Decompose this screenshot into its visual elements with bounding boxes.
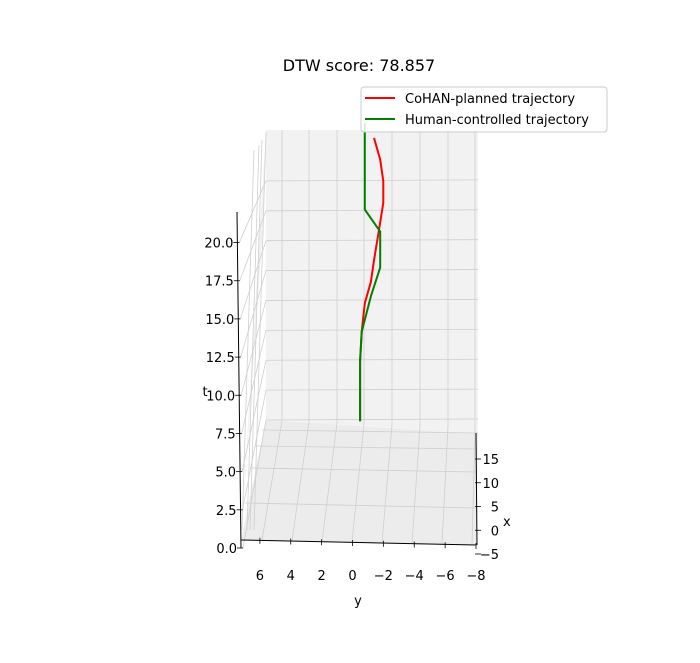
back-pane xyxy=(266,130,478,434)
x-tick-label: 5 xyxy=(491,501,499,516)
t-tick-label: 12.5 xyxy=(206,351,235,366)
chart-title: DTW score: 78.857 xyxy=(283,56,435,75)
t-tick-label: 0.0 xyxy=(216,542,237,557)
floor-grid-line xyxy=(471,427,476,546)
left-wall-grid-line xyxy=(239,240,267,320)
floor-pane xyxy=(241,420,478,545)
x-tick-label: 10 xyxy=(482,477,499,492)
legend-label-human: Human-controlled trajectory xyxy=(405,113,589,128)
floor-grid-line xyxy=(441,426,449,545)
t-tick-label: 2.5 xyxy=(216,504,237,519)
y-tick-label: 0 xyxy=(348,569,356,584)
back-wall-grid-line xyxy=(265,239,479,242)
floor-grid-line xyxy=(321,422,338,543)
legend-box xyxy=(360,86,608,133)
y-tick-label: −4 xyxy=(405,569,424,584)
t-axis-label: t xyxy=(202,385,207,400)
t-tick-label: 7.5 xyxy=(215,427,236,442)
y-tick-label: −8 xyxy=(466,569,485,584)
floor-grid-line xyxy=(261,429,479,434)
floor-grid-line xyxy=(249,467,478,473)
left-wall-grid-line xyxy=(239,210,267,281)
left-wall-grid-line xyxy=(253,131,267,531)
back-wall-grid-line xyxy=(265,179,479,182)
left-wall-grid-line xyxy=(238,180,267,243)
tick-labels: 0.0 2.5 5.0 7.5 10.0 12.5 15.0 17.5 20.0 6 4 2 0 −2 −4… xyxy=(204,237,499,584)
x-axis-label: x xyxy=(503,515,511,530)
t-axis-line xyxy=(236,211,242,549)
legend: CoHAN-planned trajectory Human-controlle… xyxy=(360,86,608,133)
floor-grid-line xyxy=(381,424,393,544)
x-tick-label: 15 xyxy=(482,453,499,468)
t-tick-label: 10.0 xyxy=(206,389,235,404)
back-wall-grid-line xyxy=(265,209,479,212)
axes-panes xyxy=(241,130,478,545)
left-wall-grid-line xyxy=(246,144,260,531)
floor-grid-line xyxy=(244,502,478,509)
back-wall-grid-line xyxy=(265,388,479,391)
y-tick-label: 4 xyxy=(287,569,295,584)
axis-lines xyxy=(236,211,478,549)
human-trajectory-line xyxy=(359,123,382,422)
left-wall-grid-line xyxy=(241,149,255,531)
t-tick-label: 5.0 xyxy=(215,466,236,481)
floor-grid-line xyxy=(254,445,478,450)
y-axis-line xyxy=(240,539,477,546)
left-wall-grid-line xyxy=(242,390,267,510)
y-tick-label: 2 xyxy=(317,569,325,584)
back-wall-grid-line xyxy=(265,358,479,361)
back-wall-grid-line xyxy=(265,418,479,421)
floor-grid-line xyxy=(351,423,365,543)
x-tick-label: −5 xyxy=(480,548,499,563)
floor-grid-line xyxy=(261,420,283,541)
y-tick-label: 6 xyxy=(256,569,264,584)
left-wall-grid-line xyxy=(240,300,267,396)
left-wall-grid-line xyxy=(249,139,263,531)
series-lines xyxy=(359,123,385,422)
x-tick-label: 0 xyxy=(491,524,499,539)
left-pane xyxy=(241,130,266,540)
x-axis-line xyxy=(475,432,478,546)
grid-lines xyxy=(238,130,479,549)
floor-grid-line xyxy=(291,421,310,542)
y-tick-label: −6 xyxy=(436,569,455,584)
y-tick-label: −2 xyxy=(374,569,393,584)
t-tick-label: 17.5 xyxy=(205,275,234,290)
legend-label-cohan: CoHAN-planned trajectory xyxy=(405,92,575,107)
t-tick-label: 20.0 xyxy=(204,237,233,252)
left-wall-grid-line xyxy=(241,360,267,472)
floor-grid-line xyxy=(411,425,421,545)
back-wall-grid-line xyxy=(265,328,479,331)
y-axis-label: y xyxy=(354,594,362,609)
back-wall-grid-line xyxy=(265,299,479,301)
t-tick-label: 15.0 xyxy=(205,313,234,328)
